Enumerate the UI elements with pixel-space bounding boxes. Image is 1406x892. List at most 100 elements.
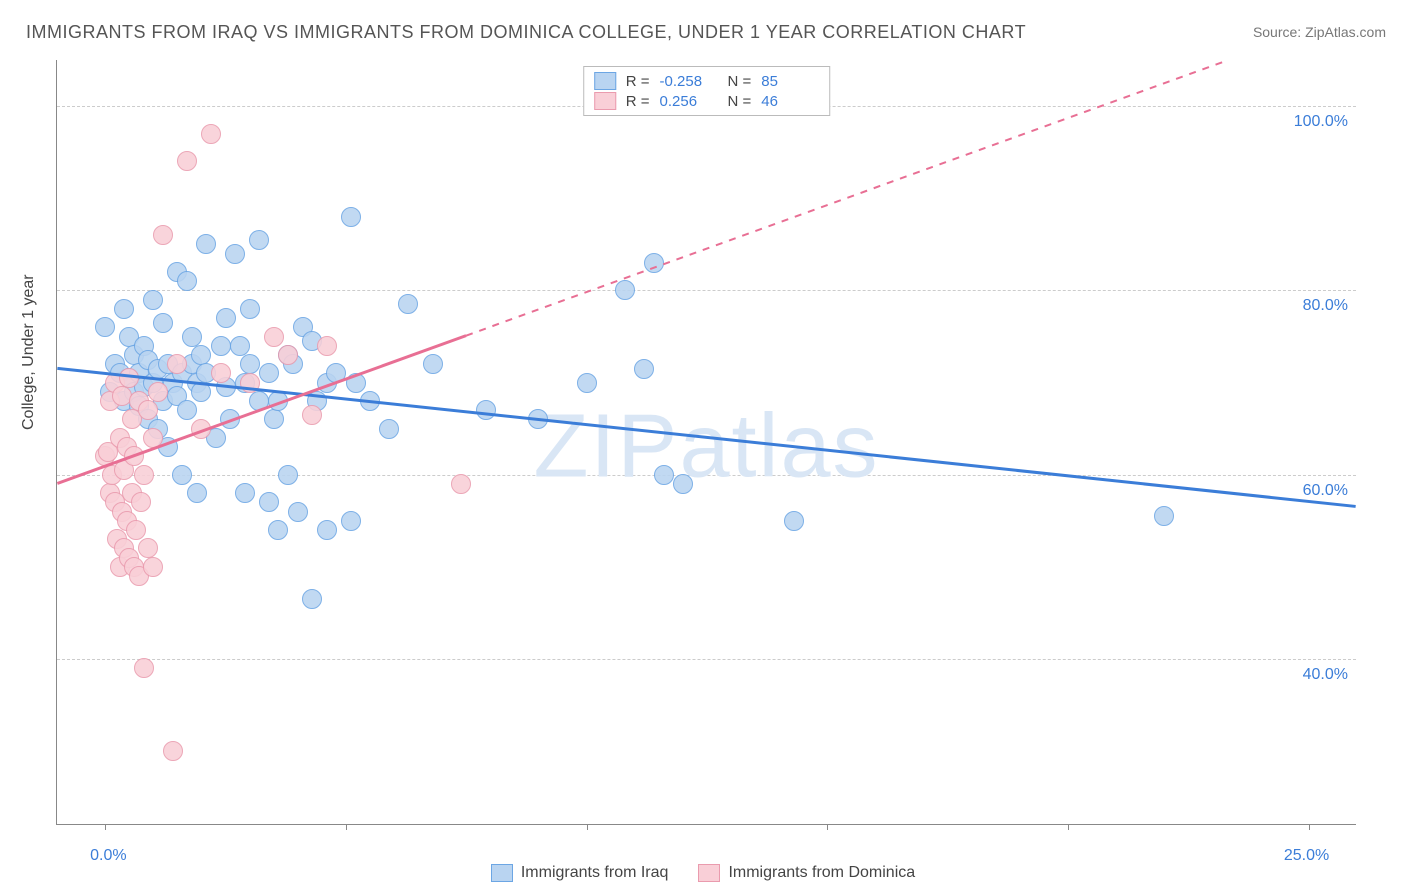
source-attribution: Source: ZipAtlas.com — [1253, 24, 1386, 40]
legend-item: Immigrants from Dominica — [698, 864, 915, 882]
scatter-point-iraq — [216, 308, 236, 328]
trend-lines-layer — [57, 60, 1356, 824]
scatter-point-iraq — [326, 363, 346, 383]
y-tick-label: 100.0% — [1294, 113, 1348, 131]
scatter-point-iraq — [182, 327, 202, 347]
trend-line-dominica-extrapolated — [466, 60, 1228, 336]
scatter-point-iraq — [264, 409, 284, 429]
r-label: R = — [626, 93, 650, 110]
scatter-point-iraq — [187, 483, 207, 503]
y-tick-label: 60.0% — [1303, 482, 1348, 500]
correlation-stats-legend: R = -0.258 N = 85 R = 0.256 N = 46 — [583, 66, 831, 116]
correlation-scatter-chart: ZIPatlas R = -0.258 N = 85 R = 0.256 N = 46 40.… — [56, 60, 1356, 825]
scatter-point-iraq — [240, 299, 260, 319]
scatter-point-dominica — [163, 741, 183, 761]
scatter-point-iraq — [268, 520, 288, 540]
gridline — [57, 475, 1356, 476]
swatch-iraq — [491, 864, 513, 882]
scatter-point-iraq — [211, 336, 231, 356]
scatter-point-iraq — [317, 520, 337, 540]
swatch-dominica — [698, 864, 720, 882]
scatter-point-iraq — [143, 290, 163, 310]
x-tick — [587, 824, 588, 830]
scatter-point-dominica — [126, 520, 146, 540]
scatter-point-iraq — [615, 280, 635, 300]
scatter-point-iraq — [341, 207, 361, 227]
gridline — [57, 659, 1356, 660]
scatter-point-dominica — [153, 225, 173, 245]
x-tick-label: 25.0% — [1284, 847, 1329, 865]
scatter-point-iraq — [644, 253, 664, 273]
r-value: 0.256 — [660, 93, 718, 110]
y-tick-label: 40.0% — [1303, 666, 1348, 684]
scatter-point-iraq — [341, 511, 361, 531]
scatter-point-dominica — [143, 428, 163, 448]
scatter-point-iraq — [191, 382, 211, 402]
scatter-point-dominica — [302, 405, 322, 425]
scatter-point-iraq — [1154, 506, 1174, 526]
scatter-point-iraq — [673, 474, 693, 494]
scatter-point-iraq — [423, 354, 443, 374]
scatter-point-iraq — [191, 345, 211, 365]
x-tick — [1068, 824, 1069, 830]
x-tick-label: 0.0% — [90, 847, 126, 865]
scatter-point-iraq — [220, 409, 240, 429]
scatter-point-iraq — [249, 391, 269, 411]
scatter-point-iraq — [634, 359, 654, 379]
scatter-point-iraq — [196, 234, 216, 254]
scatter-point-dominica — [134, 658, 154, 678]
r-value: -0.258 — [660, 73, 718, 90]
scatter-point-dominica — [201, 124, 221, 144]
scatter-point-iraq — [259, 492, 279, 512]
gridline — [57, 290, 1356, 291]
scatter-point-dominica — [451, 474, 471, 494]
scatter-point-dominica — [124, 446, 144, 466]
scatter-point-iraq — [240, 354, 260, 374]
watermark-text: ZIPatlas — [533, 396, 879, 499]
n-value: 85 — [761, 73, 819, 90]
scatter-point-iraq — [528, 409, 548, 429]
x-tick — [1309, 824, 1310, 830]
scatter-point-iraq — [230, 336, 250, 356]
legend-label: Immigrants from Iraq — [521, 864, 669, 882]
scatter-point-iraq — [249, 230, 269, 250]
n-label: N = — [728, 93, 752, 110]
scatter-point-iraq — [360, 391, 380, 411]
scatter-point-iraq — [476, 400, 496, 420]
scatter-point-dominica — [240, 373, 260, 393]
scatter-point-dominica — [264, 327, 284, 347]
scatter-point-iraq — [235, 483, 255, 503]
scatter-point-iraq — [654, 465, 674, 485]
legend-label: Immigrants from Dominica — [728, 864, 915, 882]
swatch-dominica — [594, 92, 616, 110]
scatter-point-iraq — [177, 400, 197, 420]
scatter-point-iraq — [95, 317, 115, 337]
legend-stat-row: R = -0.258 N = 85 — [594, 71, 820, 91]
scatter-point-dominica — [119, 368, 139, 388]
legend-item: Immigrants from Iraq — [491, 864, 669, 882]
scatter-point-dominica — [317, 336, 337, 356]
y-axis-label: College, Under 1 year — [20, 274, 38, 430]
scatter-point-iraq — [268, 391, 288, 411]
n-label: N = — [728, 73, 752, 90]
swatch-iraq — [594, 72, 616, 90]
scatter-point-dominica — [211, 363, 231, 383]
y-tick-label: 80.0% — [1303, 297, 1348, 315]
x-tick — [105, 824, 106, 830]
scatter-point-iraq — [278, 465, 298, 485]
scatter-point-dominica — [177, 151, 197, 171]
scatter-point-iraq — [577, 373, 597, 393]
r-label: R = — [626, 73, 650, 90]
scatter-point-dominica — [138, 538, 158, 558]
scatter-point-dominica — [191, 419, 211, 439]
scatter-point-dominica — [131, 492, 151, 512]
scatter-point-iraq — [379, 419, 399, 439]
scatter-point-iraq — [302, 589, 322, 609]
x-tick — [346, 824, 347, 830]
scatter-point-iraq — [346, 373, 366, 393]
scatter-point-iraq — [784, 511, 804, 531]
n-value: 46 — [761, 93, 819, 110]
chart-title: IMMIGRANTS FROM IRAQ VS IMMIGRANTS FROM … — [26, 22, 1026, 43]
scatter-point-iraq — [172, 465, 192, 485]
scatter-point-iraq — [177, 271, 197, 291]
